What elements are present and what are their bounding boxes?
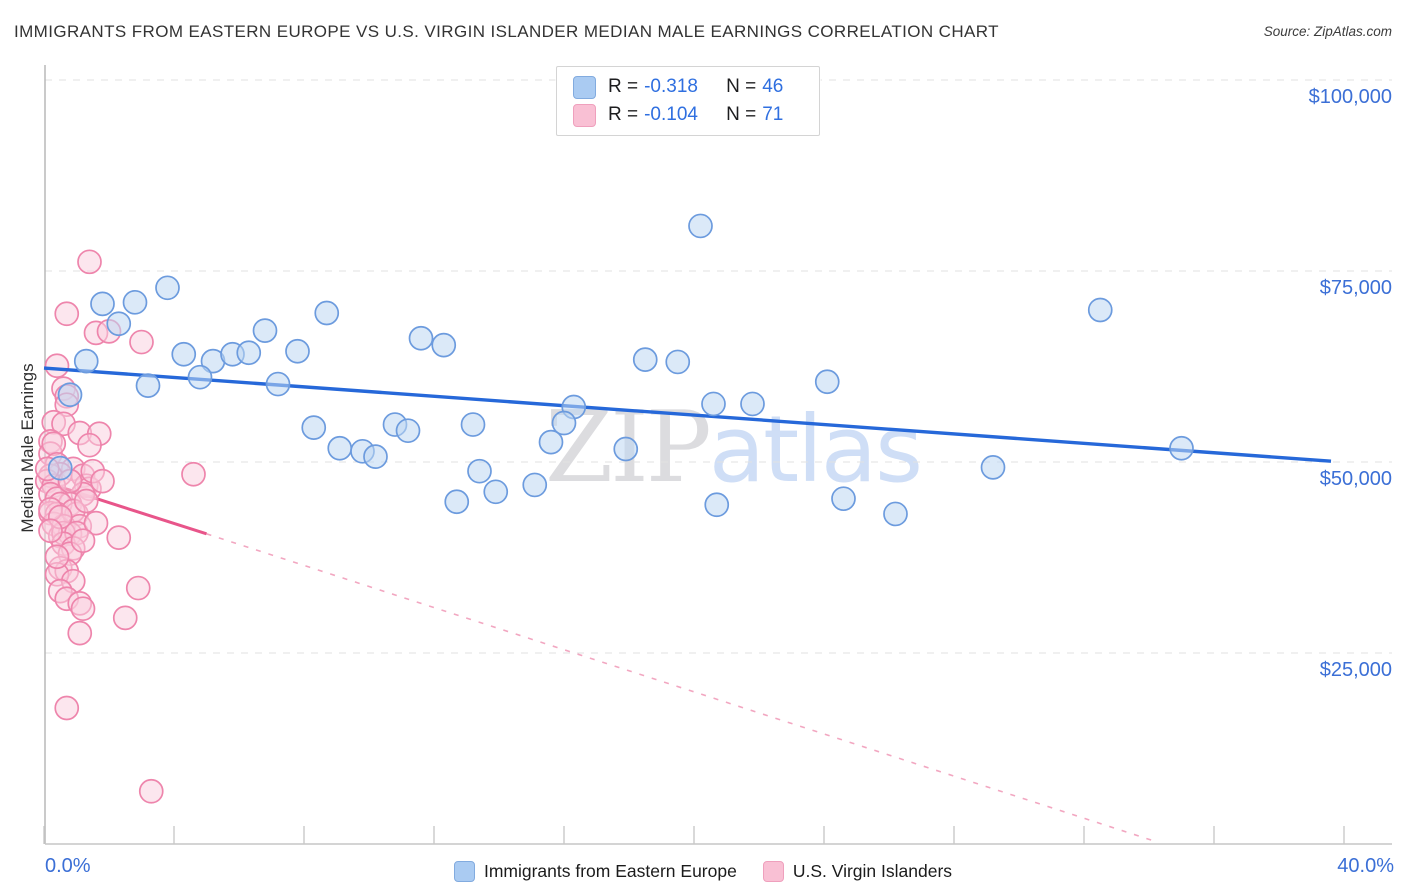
blue-data-point: [1169, 435, 1194, 461]
pink-data-point: [70, 596, 96, 622]
x-tick-label-max: 40.0%: [1337, 855, 1394, 877]
blue-series-swatch: [453, 861, 475, 882]
blue-data-point: [431, 332, 457, 358]
pink-data-point: [77, 432, 102, 458]
blue-data-point: [831, 486, 856, 512]
pink-data-point: [138, 778, 164, 804]
bottom-legend-label-blue: Immigrants from Eastern Europe: [483, 861, 737, 881]
blue-data-point: [613, 436, 639, 462]
blue-trendline: [43, 366, 1332, 463]
n-value-pink: 71: [762, 104, 784, 125]
pink-data-point: [54, 301, 80, 327]
y-tick-label-100k: $100,000: [1308, 86, 1392, 108]
blue-data-point: [57, 382, 83, 408]
bottom-legend-item-pink: U.S. Virgin Islanders: [762, 861, 953, 882]
bottom-legend-label-pink: U.S. Virgin Islanders: [792, 861, 953, 881]
r-label: R =: [608, 76, 639, 97]
blue-data-point: [122, 289, 148, 315]
blue-data-point: [265, 371, 291, 397]
y-tick-label-75k: $75,000: [1319, 277, 1392, 299]
blue-data-point: [883, 501, 908, 527]
blue-data-point: [444, 489, 470, 515]
blue-data-point: [814, 369, 840, 395]
blue-data-point: [551, 410, 577, 436]
blue-data-point: [285, 338, 310, 364]
blue-data-point: [327, 435, 353, 461]
pink-data-point: [54, 695, 80, 721]
blue-data-point: [980, 454, 1006, 480]
pink-data-point: [106, 525, 132, 550]
blue-data-point: [155, 275, 180, 301]
source-credit: Source: ZipAtlas.com: [1263, 24, 1392, 39]
blue-data-point: [90, 291, 115, 317]
n-value-blue: 46: [762, 76, 784, 97]
blue-data-point: [395, 418, 421, 444]
pink-data-point: [44, 353, 70, 379]
pink-data-point: [181, 461, 206, 487]
blue-data-point: [106, 311, 132, 337]
blue-data-point: [467, 458, 492, 484]
blue-data-point: [301, 415, 327, 440]
bottom-legend: Immigrants from Eastern Europe U.S. Virg…: [0, 861, 1406, 882]
pink-data-point: [112, 605, 138, 631]
blue-data-point: [187, 364, 213, 390]
pink-trendline-dashed: [206, 533, 1159, 844]
blue-data-point: [1087, 297, 1113, 323]
blue-data-point: [701, 391, 726, 417]
blue-data-point: [135, 373, 161, 398]
bottom-legend-item-blue: Immigrants from Eastern Europe: [453, 861, 737, 882]
blue-data-point: [522, 472, 548, 498]
pink-data-point: [67, 620, 93, 646]
x-tick-label-min: 0.0%: [45, 855, 91, 877]
blue-data-point: [538, 429, 564, 455]
blue-data-point: [73, 348, 99, 374]
pink-series-swatch: [762, 861, 784, 882]
watermark-atlas: atlas: [708, 396, 923, 503]
blue-data-point: [740, 391, 765, 417]
pink-series-swatch: [573, 103, 596, 127]
blue-data-point: [483, 479, 509, 505]
blue-data-point: [252, 318, 278, 343]
pink-data-point: [125, 575, 151, 601]
r-label: R =: [608, 104, 639, 125]
pink-data-point: [70, 528, 96, 554]
pink-data-point: [129, 329, 154, 355]
pink-data-point: [77, 249, 102, 275]
blue-data-point: [314, 300, 340, 326]
correlation-legend-box: R = -0.318 N = 46 R = -0.104 N = 71: [556, 66, 820, 136]
n-label: N =: [726, 76, 757, 97]
blue-data-point: [47, 455, 73, 481]
n-label: N =: [726, 104, 757, 125]
pink-data-point: [38, 518, 63, 544]
pink-data-point: [41, 431, 67, 457]
pink-data-point: [90, 468, 115, 494]
r-value-pink: -0.104: [644, 104, 698, 125]
blue-data-point: [236, 340, 262, 366]
legend-row-blue: R = -0.318 N = 46: [557, 75, 819, 99]
blue-data-point: [460, 412, 486, 437]
r-value-blue: -0.318: [644, 76, 698, 97]
blue-data-point: [665, 349, 691, 375]
y-tick-label-25k: $25,000: [1319, 659, 1392, 681]
legend-row-pink: R = -0.104 N = 71: [557, 103, 819, 127]
pink-data-point: [83, 510, 109, 536]
y-tick-label-50k: $50,000: [1319, 468, 1392, 490]
blue-data-point: [704, 492, 730, 518]
blue-data-point: [632, 347, 658, 372]
blue-data-point: [363, 444, 388, 470]
blue-data-point: [688, 213, 713, 239]
page-title: IMMIGRANTS FROM EASTERN EUROPE VS U.S. V…: [14, 22, 999, 41]
blue-data-point: [171, 341, 197, 367]
pink-data-point: [44, 544, 70, 570]
blue-data-point: [408, 325, 434, 351]
blue-series-swatch: [573, 75, 596, 99]
pink-data-point: [73, 488, 99, 514]
